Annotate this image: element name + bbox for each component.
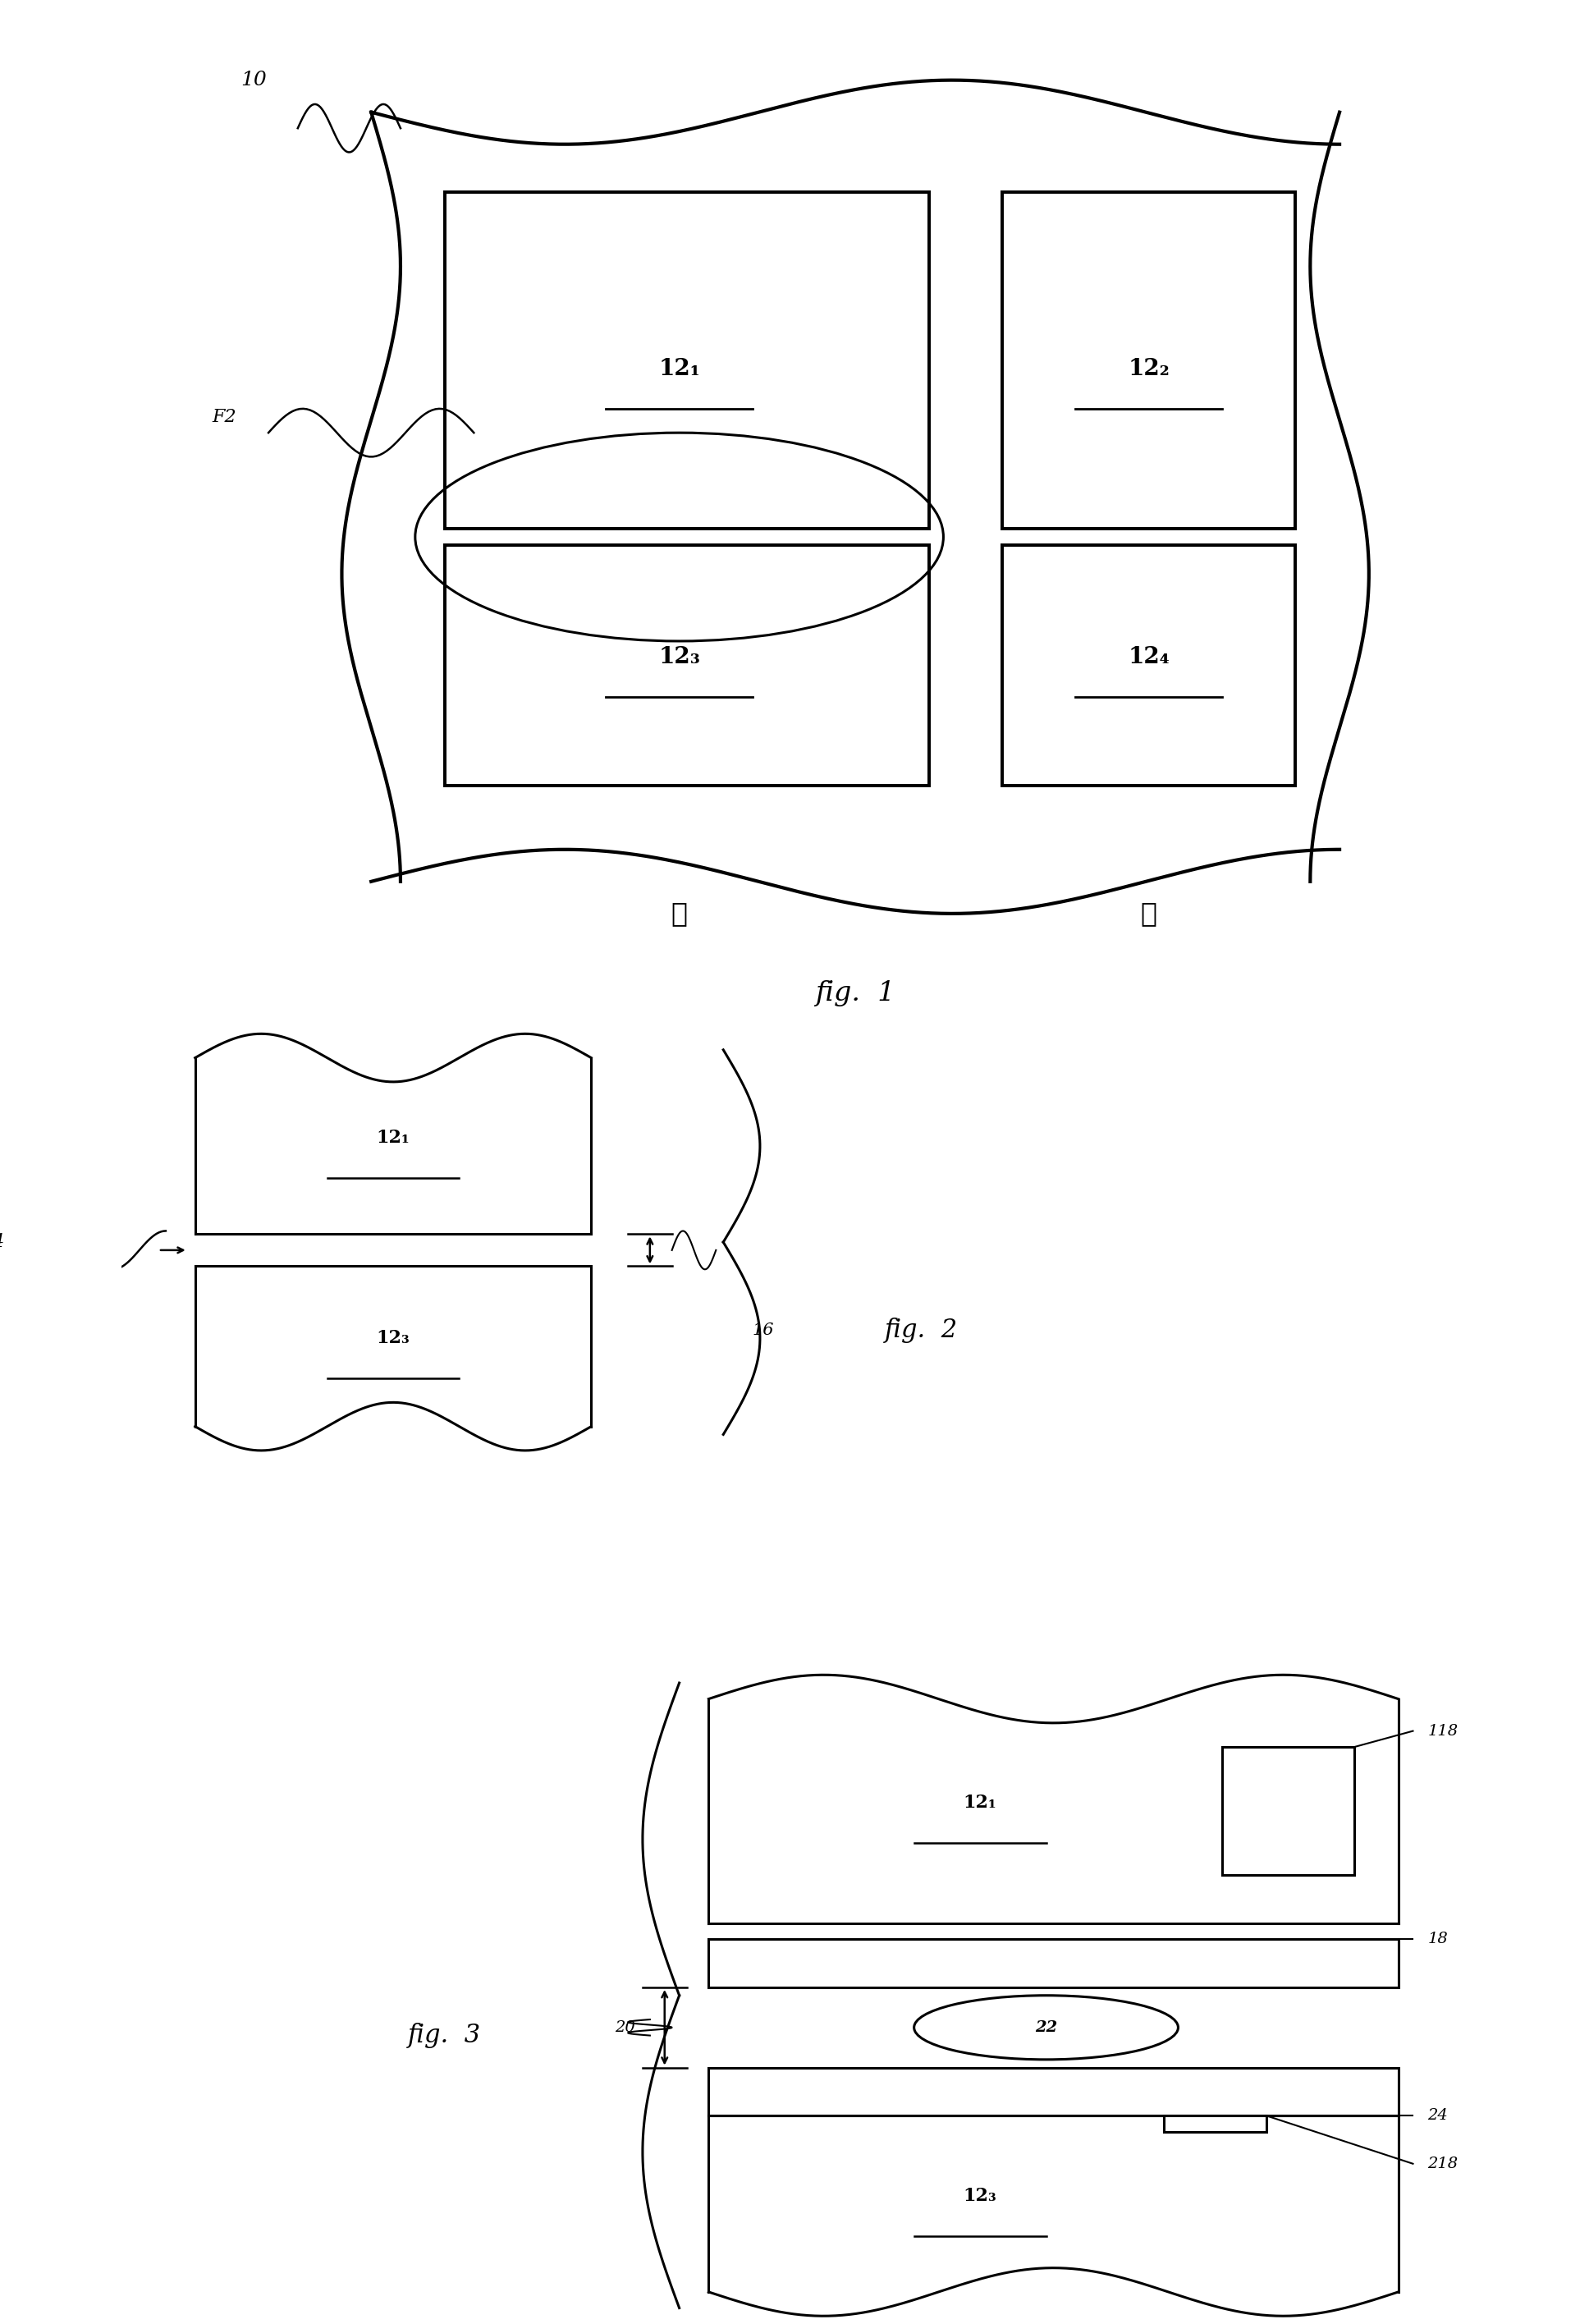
Text: ⋮: ⋮	[671, 899, 688, 927]
Text: 12₁: 12₁	[658, 358, 701, 379]
Ellipse shape	[914, 1996, 1177, 2059]
Text: 218: 218	[1427, 2157, 1459, 2171]
Bar	[1222, 1748, 1354, 1875]
Text: 12₂: 12₂	[1128, 358, 1170, 379]
Text: 10: 10	[240, 70, 267, 91]
Bar	[709, 1938, 1398, 1987]
Text: fig.  3: fig. 3	[408, 2022, 481, 2047]
Text: 12₁: 12₁	[377, 1129, 410, 1148]
Text: F2: F2	[213, 407, 237, 425]
Text: 12₁: 12₁	[963, 1794, 996, 1813]
Text: 12₃: 12₃	[963, 2187, 996, 2205]
Bar	[1163, 2115, 1266, 2131]
Bar	[709, 2068, 1398, 2115]
Text: 12₄: 12₄	[1128, 646, 1170, 669]
Bar	[445, 544, 928, 786]
Text: 16: 16	[753, 1322, 774, 1339]
Text: 24: 24	[1427, 2108, 1448, 2124]
Text: fig.  2: fig. 2	[885, 1318, 958, 1343]
Bar	[445, 193, 928, 530]
Text: 20: 20	[615, 2020, 636, 2036]
Bar	[1003, 544, 1295, 786]
Text: 12₃: 12₃	[658, 646, 701, 669]
Text: 22: 22	[1034, 2020, 1057, 2036]
Bar	[1003, 193, 1295, 530]
Text: fig.  1: fig. 1	[815, 981, 895, 1006]
Text: 12₃: 12₃	[377, 1329, 410, 1348]
Text: 14: 14	[0, 1234, 5, 1250]
Text: 18: 18	[1427, 1931, 1448, 1948]
Text: 118: 118	[1427, 1724, 1459, 1738]
Text: ⋮: ⋮	[1141, 899, 1157, 927]
